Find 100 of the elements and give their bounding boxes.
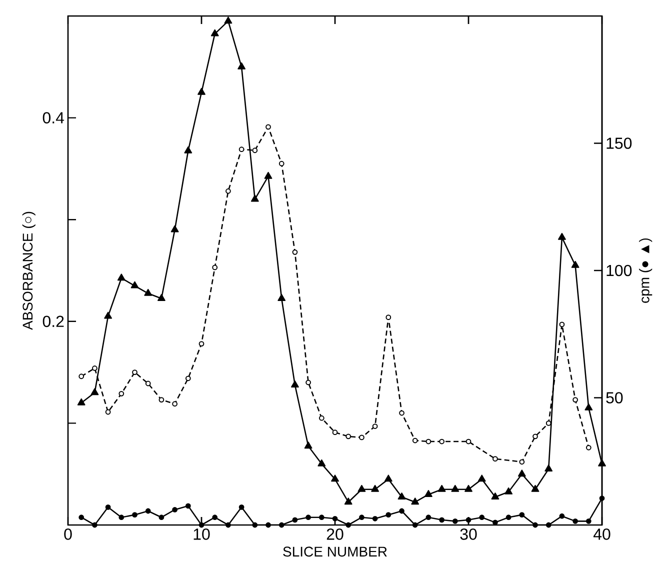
point: [531, 484, 540, 492]
y2-tick-label: 100: [606, 264, 632, 276]
point: [238, 146, 244, 152]
y-tick-label: 0.2: [42, 316, 64, 328]
point: [212, 514, 218, 520]
point: [492, 456, 498, 462]
point: [546, 420, 552, 426]
point: [344, 498, 352, 505]
point: [372, 424, 378, 429]
point: [117, 274, 126, 281]
point: [572, 397, 578, 402]
point: [558, 232, 566, 240]
x-tick-label: 0: [64, 528, 72, 540]
point: [278, 294, 286, 301]
point: [292, 517, 298, 523]
y-tick-label: 0.4: [42, 112, 64, 124]
point: [532, 522, 538, 528]
point: [92, 366, 98, 371]
point: [144, 288, 152, 296]
point: [145, 380, 151, 386]
point: [451, 484, 460, 492]
point: [224, 16, 232, 24]
point: [426, 514, 432, 520]
point: [438, 484, 446, 492]
point: [291, 380, 299, 388]
point: [238, 504, 244, 510]
point: [77, 398, 86, 406]
point: [359, 434, 364, 440]
point: [158, 294, 166, 301]
point: [424, 490, 432, 497]
x-axis-title: SLICE NUMBER: [283, 546, 387, 557]
point: [198, 522, 204, 528]
point: [292, 249, 298, 255]
point: [559, 513, 565, 519]
point: [266, 522, 271, 528]
point: [264, 172, 272, 179]
point: [572, 518, 578, 524]
point: [426, 438, 432, 444]
point: [90, 388, 99, 396]
point: [132, 370, 138, 375]
point: [439, 438, 444, 444]
point: [252, 148, 258, 154]
point: [399, 410, 404, 416]
point: [92, 522, 98, 528]
point: [372, 516, 378, 522]
point: [506, 514, 512, 520]
point: [184, 146, 192, 154]
y2-tick-label: 150: [606, 138, 632, 149]
point: [172, 507, 178, 512]
point: [532, 434, 538, 440]
point: [466, 517, 472, 523]
point: [598, 459, 606, 466]
point: [358, 484, 366, 492]
point: [304, 442, 312, 449]
point: [546, 522, 552, 528]
point: [384, 474, 392, 482]
point: [439, 517, 444, 523]
point: [544, 464, 553, 472]
point: [331, 474, 339, 482]
point: [332, 516, 338, 522]
point: [78, 374, 84, 380]
point: [411, 498, 420, 505]
point: [226, 522, 231, 528]
point: [519, 512, 525, 518]
point: [198, 341, 204, 346]
point: [412, 522, 418, 528]
point: [278, 160, 284, 166]
point: [132, 512, 138, 518]
point: [584, 403, 593, 410]
point: [586, 444, 592, 450]
point: [158, 397, 164, 402]
point: [504, 487, 513, 494]
point: [386, 314, 392, 320]
y-axis-title: ABSORBANCE (○): [22, 212, 36, 330]
point: [318, 514, 324, 520]
point: [238, 62, 246, 70]
point: [210, 29, 219, 36]
point: [118, 514, 124, 520]
point: [158, 514, 164, 520]
point: [559, 322, 565, 328]
point: [78, 514, 84, 520]
point: [266, 124, 271, 130]
point: [278, 522, 284, 528]
point: [399, 508, 404, 514]
point: [212, 264, 218, 270]
point: [371, 484, 380, 492]
x-tick-label: 30: [460, 528, 477, 540]
point: [599, 496, 605, 501]
x-tick-label: 20: [326, 528, 344, 540]
point: [466, 438, 472, 444]
point: [145, 508, 151, 514]
point: [318, 415, 324, 421]
point: [346, 434, 352, 440]
point: [172, 401, 178, 407]
point: [306, 380, 311, 386]
point: [398, 492, 406, 500]
point: [118, 390, 124, 396]
point: [386, 512, 392, 518]
point: [332, 430, 338, 436]
point: [185, 376, 191, 382]
